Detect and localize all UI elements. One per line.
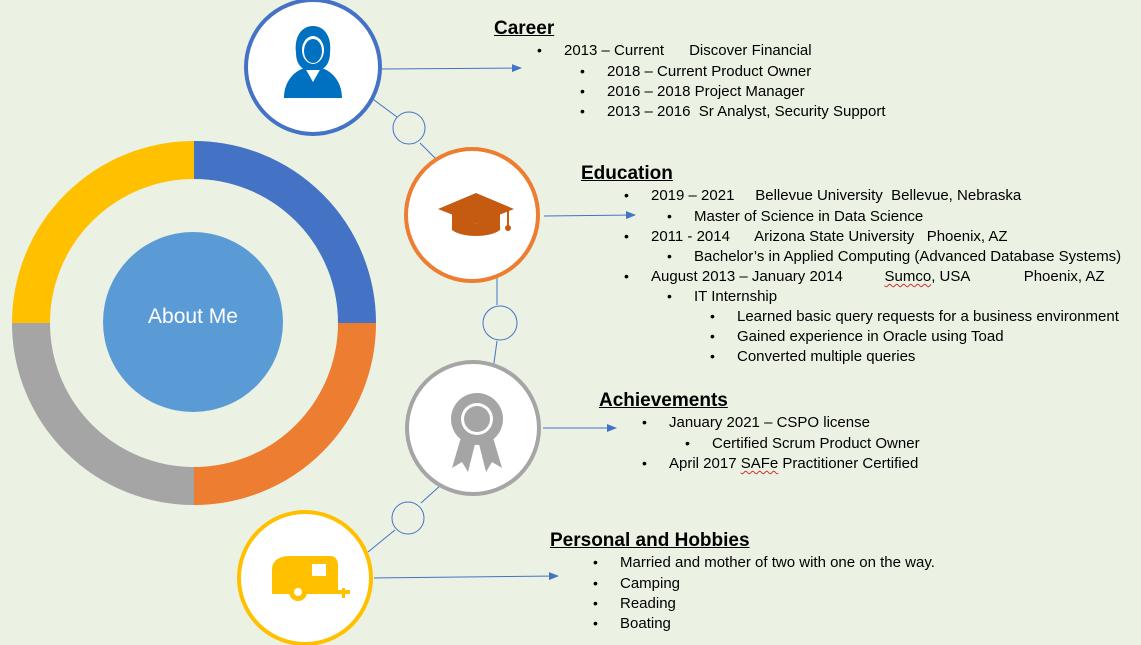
education-item: Master of Science in Data Science bbox=[667, 208, 923, 225]
education-item: August 2013 – January 2014 Sumco, USA Ph… bbox=[624, 268, 1105, 285]
education-item: Converted multiple queries bbox=[710, 348, 916, 365]
about-me-label: About Me bbox=[148, 305, 238, 328]
certification-name: Practitioner Certified bbox=[778, 455, 919, 472]
education-item: Bachelor’s in Applied Computing (Advance… bbox=[667, 248, 1121, 265]
education-item: IT Internship bbox=[667, 288, 777, 305]
progress-ring bbox=[12, 141, 376, 505]
achievement-date: April 2017 bbox=[669, 455, 741, 472]
company-name: Sumco bbox=[884, 268, 932, 285]
graduation-cap-icon bbox=[438, 193, 514, 236]
achievements-item: Certified Scrum Product Owner bbox=[685, 435, 920, 452]
connector-path bbox=[367, 96, 498, 553]
education-item: 2011 - 2014 Arizona State University Pho… bbox=[624, 228, 1008, 245]
education-item: Gained experience in Oracle using Toad bbox=[710, 328, 1004, 345]
career-arrow bbox=[380, 64, 522, 73]
internship-location: , USA Phoenix, AZ bbox=[931, 268, 1105, 285]
career-item: 2018 – Current Product Owner bbox=[580, 63, 811, 80]
hobbies-arrow bbox=[373, 572, 559, 581]
education-heading: Education bbox=[581, 163, 673, 184]
connector-node bbox=[482, 305, 518, 341]
education-arrow bbox=[543, 211, 636, 220]
connector-node bbox=[392, 111, 426, 145]
ring-segment-yellow bbox=[12, 141, 195, 324]
camper-trailer-icon bbox=[272, 556, 350, 601]
career-item: 2013 – 2016 Sr Analyst, Security Support bbox=[580, 103, 885, 120]
hobbies-heading: Personal and Hobbies bbox=[550, 530, 750, 551]
career-item: 2013 – Current Discover Financial bbox=[537, 42, 812, 59]
achievements-item: April 2017 SAFe Practitioner Certified bbox=[642, 455, 919, 472]
hobbies-item: Boating bbox=[593, 615, 671, 632]
internship-dates: August 2013 – January 2014 bbox=[651, 268, 885, 285]
achievements-heading: Achievements bbox=[599, 390, 728, 411]
hobbies-item: Married and mother of two with one on th… bbox=[593, 554, 935, 571]
education-item: 2019 – 2021 Bellevue University Bellevue… bbox=[624, 187, 1021, 204]
hobbies-item: Reading bbox=[593, 595, 676, 612]
ring-segment-orange bbox=[193, 322, 376, 505]
about-me-circle bbox=[103, 232, 283, 412]
ring-segment-blue bbox=[193, 141, 376, 324]
hobbies-item: Camping bbox=[593, 575, 680, 592]
career-item: 2016 – 2018 Project Manager bbox=[580, 83, 805, 100]
person-icon bbox=[284, 26, 342, 98]
award-ribbon-icon bbox=[451, 393, 503, 472]
safe-term: SAFe bbox=[740, 455, 779, 472]
connector-node bbox=[391, 501, 425, 535]
achievements-item: January 2021 – CSPO license bbox=[642, 414, 870, 431]
ring-segment-gray bbox=[12, 322, 195, 505]
career-heading: Career bbox=[494, 18, 555, 39]
education-item: Learned basic query requests for a busin… bbox=[710, 308, 1119, 325]
